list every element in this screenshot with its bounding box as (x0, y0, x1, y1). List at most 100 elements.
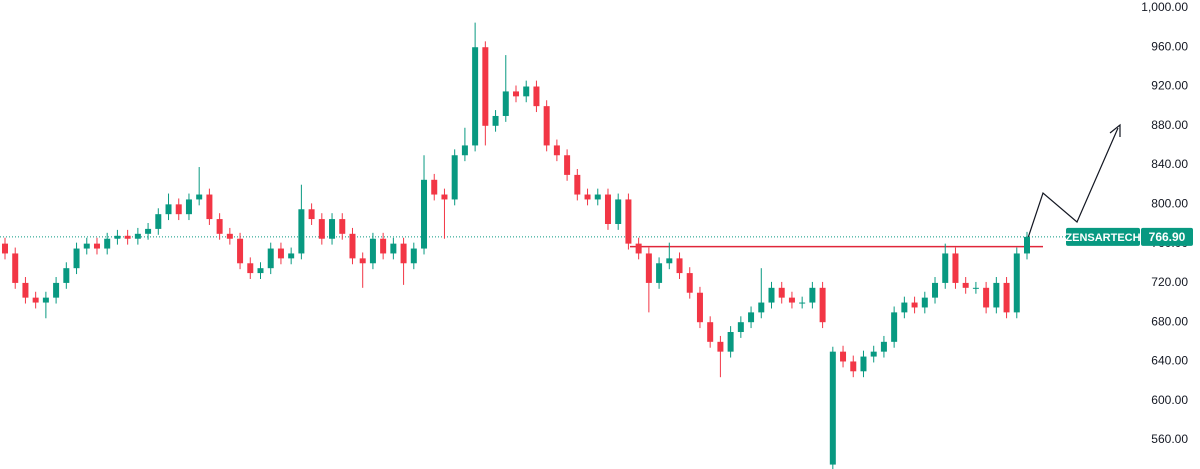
candle-body (134, 233, 141, 239)
candle-body (124, 235, 131, 239)
y-tick-label: 920.00 (1151, 79, 1188, 93)
candle-body (615, 199, 622, 224)
candle-body (329, 219, 336, 239)
candle-body (73, 248, 80, 269)
candle-body (277, 248, 284, 259)
candle-body (196, 194, 203, 200)
candle-body (339, 219, 346, 234)
candle-body (1013, 253, 1020, 313)
candle-body (257, 268, 264, 274)
candle-body (53, 282, 60, 298)
candle-body (656, 263, 663, 283)
candle-body (431, 179, 438, 195)
candle-body (308, 209, 315, 220)
candle-body (819, 287, 826, 323)
candle-body (185, 199, 192, 215)
candle-body (410, 248, 417, 264)
candle-body (707, 322, 714, 342)
candle-body (298, 209, 305, 254)
candle-body (421, 179, 428, 249)
candle-body (237, 238, 244, 264)
y-tick-label: 960.00 (1151, 39, 1188, 53)
y-tick-label: 800.00 (1151, 197, 1188, 211)
candle-body (22, 282, 29, 298)
y-tick-label: 680.00 (1151, 314, 1188, 328)
candle-body (748, 312, 755, 323)
y-tick-label: 1,000.00 (1141, 0, 1188, 14)
candle-body (288, 253, 295, 259)
candle-body (901, 302, 908, 313)
candle-body (93, 243, 100, 249)
candle-body (155, 214, 162, 229)
symbol-label: ZENSARTECH (1065, 232, 1140, 244)
candle-body (32, 297, 39, 303)
candle-body (932, 282, 939, 298)
candle-body (972, 287, 979, 289)
candle-body (104, 238, 111, 249)
last-price-box (1141, 227, 1193, 246)
candle-body (993, 282, 1000, 308)
candle-body (778, 287, 785, 298)
candle-body (645, 253, 652, 283)
candle-body (451, 155, 458, 200)
candle-body (891, 312, 898, 342)
candle-body (727, 332, 734, 352)
candle-body (870, 351, 877, 357)
candle-body (83, 243, 90, 249)
candle-body (584, 194, 591, 200)
candle-body (850, 361, 857, 372)
candle-body (983, 287, 990, 308)
candle-body (369, 238, 376, 264)
candle-body (921, 297, 928, 308)
candle-body (788, 297, 795, 303)
candle-body (247, 263, 254, 274)
candle-body (564, 155, 571, 175)
candle-body (523, 86, 530, 97)
candle-body (318, 219, 325, 239)
projection-arrow (1027, 123, 1121, 239)
y-tick-label: 840.00 (1151, 157, 1188, 171)
candle-body (2, 243, 8, 254)
candle-body (42, 297, 49, 303)
price-label: ZENSARTECH 766.90 (1065, 227, 1193, 246)
candle-body (216, 219, 223, 234)
candle-body (441, 194, 448, 200)
candle-body (574, 174, 581, 195)
candle-body (226, 233, 233, 239)
candle-body (472, 47, 479, 146)
candle-body (604, 194, 611, 224)
candle-body (686, 273, 693, 293)
symbol-box (1066, 227, 1140, 246)
candle-body (860, 356, 867, 372)
candle-body (12, 253, 19, 283)
candle-body (114, 235, 121, 239)
candle-body (962, 282, 969, 288)
candle-body (63, 268, 70, 283)
candle-body (829, 351, 836, 465)
candle-body (513, 91, 519, 97)
candle-body (594, 194, 601, 200)
candle-body (666, 258, 673, 264)
y-tick-label: 600.00 (1151, 393, 1188, 407)
candle-body (461, 145, 468, 156)
candle-body (768, 287, 775, 303)
y-tick-label: 640.00 (1151, 354, 1188, 368)
candle-body (880, 341, 887, 352)
candle-body (533, 86, 540, 107)
candle-body (758, 302, 765, 313)
y-tick-label: 720.00 (1151, 275, 1188, 289)
candle-body (840, 351, 847, 362)
candle-body (400, 243, 407, 264)
candle-body (635, 243, 642, 254)
candle-body (809, 287, 816, 303)
candle-body (737, 322, 744, 333)
candle-body (952, 253, 959, 283)
candle-body (380, 238, 387, 254)
candle-body (717, 341, 724, 352)
y-tick-label: 880.00 (1151, 118, 1188, 132)
last-price-label: 766.90 (1149, 230, 1186, 244)
y-tick-label: 560.00 (1151, 432, 1188, 446)
candle-body (1024, 236, 1030, 254)
candle-body (359, 258, 366, 264)
